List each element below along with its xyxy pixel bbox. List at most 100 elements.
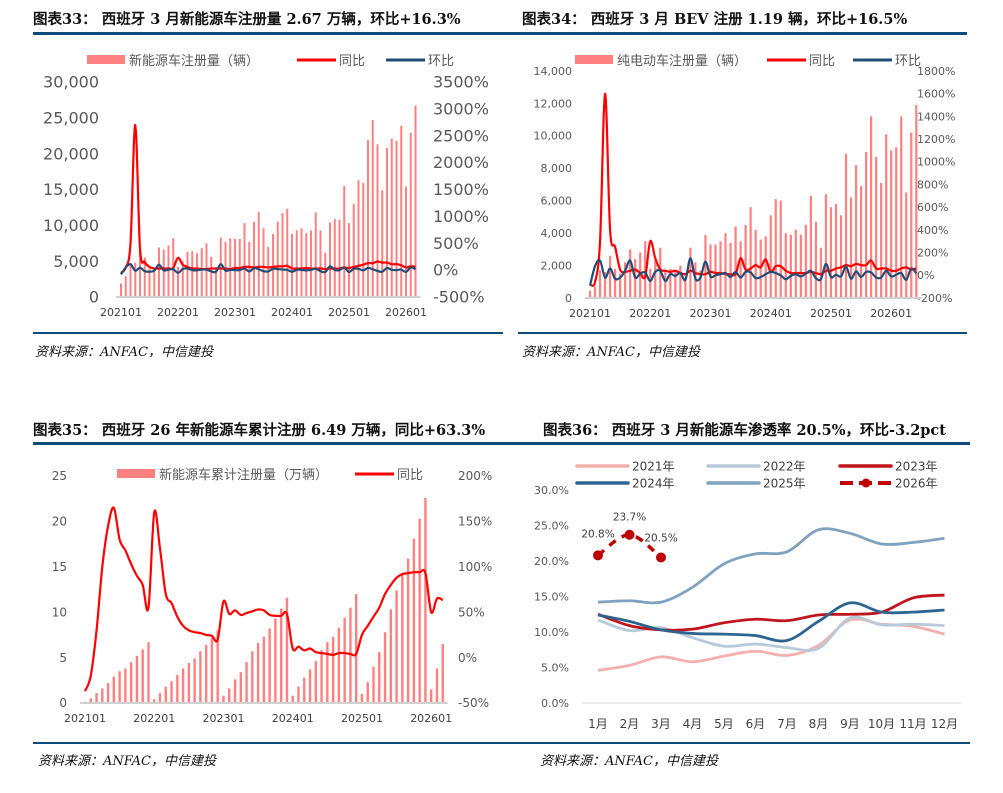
legend-mom-label: 环比 (428, 54, 454, 69)
right-axis-tick: 1000% (917, 156, 955, 169)
bar (248, 241, 251, 297)
legend-label: 2023年 (895, 460, 938, 474)
bar (734, 226, 737, 298)
source-divider (33, 742, 520, 744)
x-axis-tick: 202201 (629, 307, 671, 320)
bar (859, 186, 863, 298)
x-axis-tick: 202301 (689, 307, 731, 320)
bar (900, 116, 903, 299)
right-axis-tick: 600% (917, 201, 948, 214)
bar (120, 283, 122, 297)
legend-yoy-label: 同比 (397, 468, 423, 483)
x-axis-tick: 4月 (683, 717, 703, 731)
bar (291, 233, 293, 297)
bar (649, 268, 652, 298)
x-axis-tick: 2月 (620, 717, 640, 731)
x-axis-tick: 8月 (809, 717, 829, 731)
bar (729, 242, 732, 298)
left-axis-tick: 0 (89, 288, 99, 307)
bar (366, 682, 369, 703)
bar (272, 233, 274, 297)
bar (405, 186, 407, 297)
bar (276, 221, 279, 297)
right-axis-tick: 400% (917, 224, 948, 237)
bar (285, 597, 289, 703)
bar (153, 699, 156, 703)
bar (593, 286, 597, 298)
source-note: 资料来源：ANFAC，中信建投 (38, 754, 216, 769)
title-divider (33, 32, 503, 35)
bar (372, 666, 375, 703)
right-axis-tick: 3000% (433, 99, 489, 118)
bar (215, 268, 217, 297)
bar (300, 228, 303, 297)
bar (915, 105, 918, 298)
x-axis-tick: 1月 (588, 717, 608, 731)
right-axis-tick: 2500% (433, 126, 489, 145)
left-axis-tick: 4,000 (541, 227, 573, 240)
right-axis-tick: 1800% (917, 65, 955, 78)
bar (297, 686, 300, 703)
right-axis-tick: 1200% (917, 133, 955, 146)
bar (253, 221, 255, 297)
bar (343, 617, 346, 703)
legend-bar-label: 新能源车累计注册量（万辆） (159, 467, 328, 483)
bar (193, 658, 196, 703)
bar (608, 255, 612, 298)
bar (101, 688, 104, 703)
chart33-title: 图表33： 西班牙 3 月新能源车注册量 2.67 万辆，环比+16.3% (33, 11, 461, 28)
bar (414, 105, 417, 298)
left-axis-tick: 5 (59, 651, 67, 665)
bar (167, 245, 170, 297)
left-axis-tick: 2,000 (541, 259, 573, 272)
right-axis-tick: 800% (917, 178, 948, 191)
bar (395, 590, 398, 703)
bar (251, 651, 254, 703)
bar (291, 695, 294, 703)
bar (286, 208, 289, 297)
source-note: 资料来源：ANFAC，中信建投 (35, 345, 213, 360)
bar (401, 574, 404, 703)
bar (814, 221, 817, 298)
legend-yoy-label: 同比 (809, 54, 835, 69)
left-axis-tick: 25,000 (43, 108, 99, 127)
bar (329, 222, 331, 297)
bar (689, 247, 692, 298)
x-axis-tick: 202601 (870, 307, 912, 320)
bar (200, 248, 203, 297)
bar (319, 230, 322, 297)
bar (219, 237, 222, 297)
x-axis-tick: 202501 (328, 306, 370, 319)
bar (406, 558, 410, 703)
left-axis-tick: 0 (59, 696, 67, 710)
right-axis-tick: 500% (433, 234, 479, 253)
bar (354, 594, 358, 703)
bar (588, 290, 592, 298)
x-axis-tick: 10月 (868, 717, 895, 731)
y-axis-tick: 5.0% (541, 662, 569, 675)
bar (769, 215, 772, 298)
bar (829, 207, 833, 298)
legend-yoy-label: 同比 (339, 54, 365, 69)
legend-label: 2025年 (763, 477, 806, 491)
bar (228, 688, 231, 703)
bar (435, 668, 439, 703)
bar (424, 497, 427, 703)
source-divider (520, 742, 970, 744)
left-axis-tick: 20,000 (43, 144, 99, 163)
x-axis-tick: 202101 (569, 307, 611, 320)
mom-line (120, 263, 416, 276)
bar (268, 628, 271, 703)
bar (187, 663, 191, 703)
bar (360, 693, 364, 703)
right-axis-tick: 0% (458, 651, 477, 665)
data-point-2026 (624, 529, 635, 540)
bar (148, 268, 151, 297)
left-axis-tick: 20 (52, 515, 67, 529)
x-axis-tick: 202301 (202, 712, 244, 725)
bar (799, 234, 802, 298)
right-axis-tick: 1000% (433, 207, 489, 226)
bar (824, 194, 828, 298)
legend-bar-swatch (87, 55, 125, 64)
bar (603, 272, 607, 298)
